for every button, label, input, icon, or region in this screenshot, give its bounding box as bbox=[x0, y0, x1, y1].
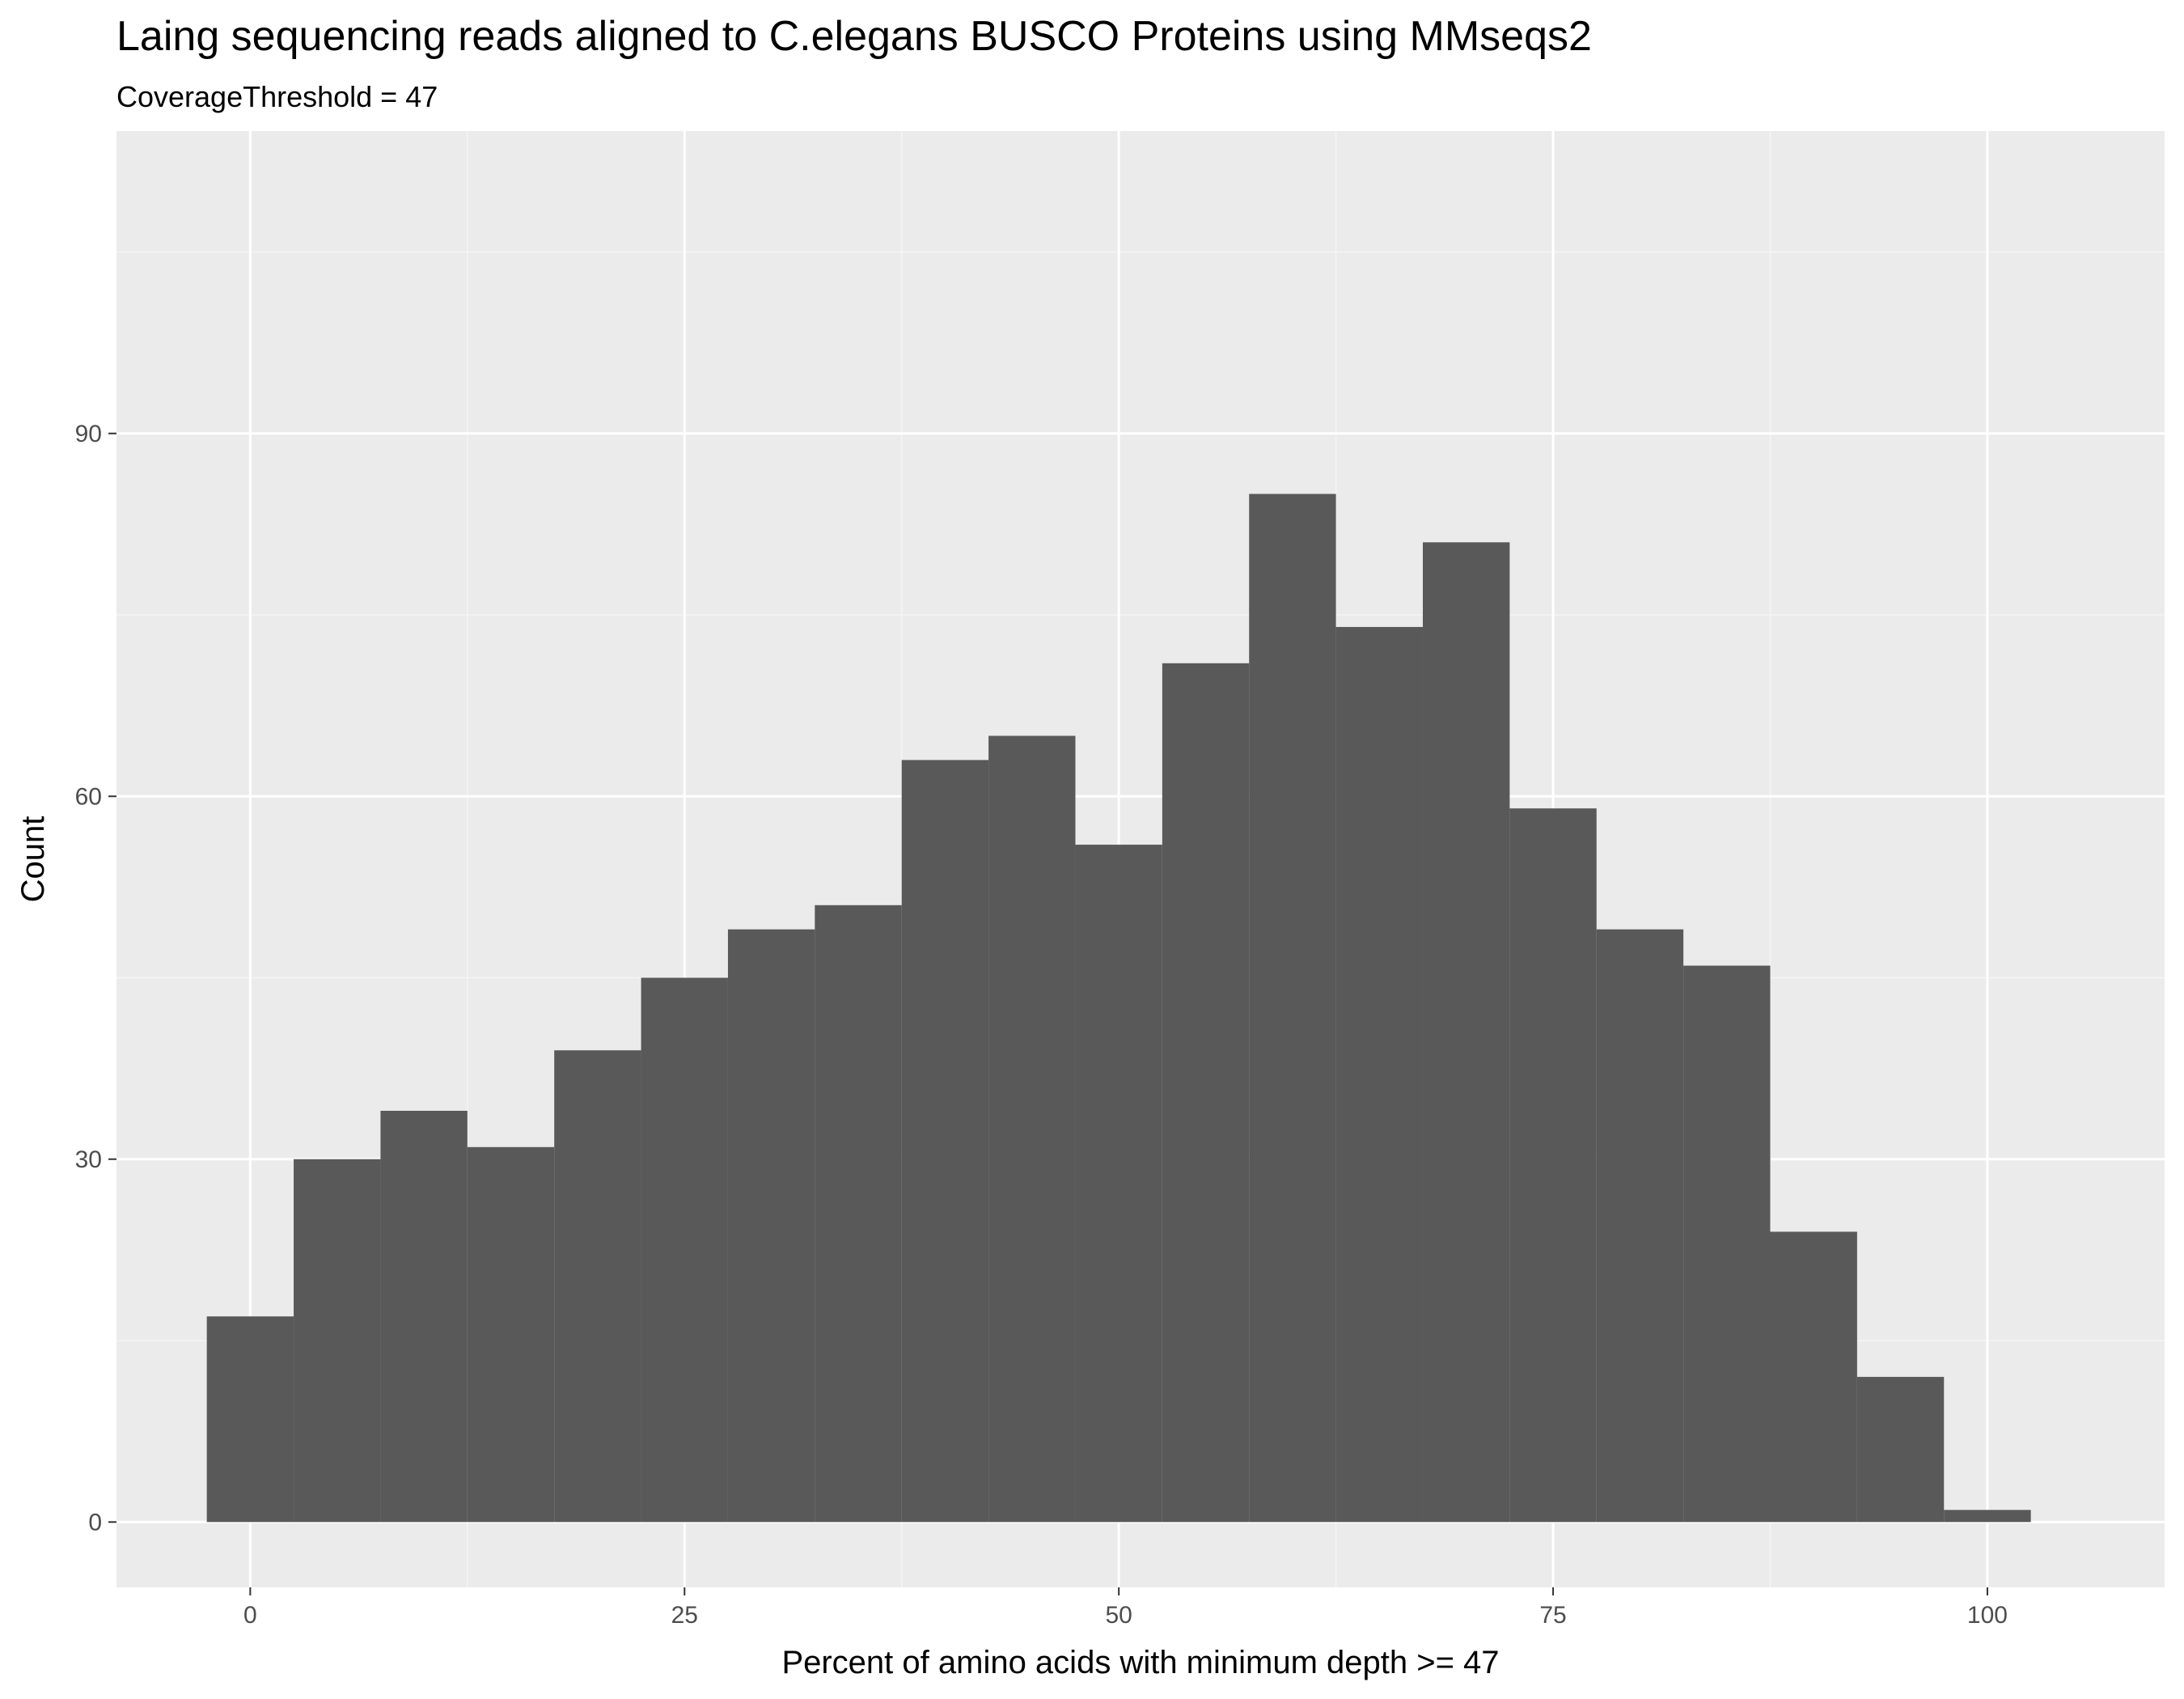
histogram-bar bbox=[815, 905, 902, 1523]
histogram-bar bbox=[467, 1146, 555, 1523]
histogram-bar bbox=[1856, 1376, 1945, 1523]
x-tick-label: 0 bbox=[243, 1602, 257, 1629]
histogram-bar bbox=[1683, 965, 1771, 1523]
histogram-bar bbox=[1509, 808, 1597, 1523]
x-tick-label: 75 bbox=[1539, 1602, 1566, 1629]
histogram-bars bbox=[206, 494, 2031, 1523]
histogram-bar bbox=[1249, 494, 1336, 1523]
histogram-bar bbox=[1335, 626, 1423, 1523]
histogram-bar bbox=[988, 735, 1076, 1523]
y-tick-label: 60 bbox=[75, 783, 102, 810]
chart-subtitle: CoverageThreshold = 47 bbox=[116, 80, 438, 113]
x-tick-label: 100 bbox=[1967, 1602, 2008, 1629]
histogram-bar bbox=[380, 1110, 468, 1523]
histogram-bar bbox=[641, 977, 728, 1523]
chart-title: Laing sequencing reads aligned to C.eleg… bbox=[116, 13, 1592, 60]
histogram-bar bbox=[1422, 542, 1510, 1523]
histogram-bar bbox=[294, 1159, 381, 1523]
histogram-bar bbox=[206, 1316, 294, 1523]
y-tick-label: 90 bbox=[75, 421, 102, 447]
y-tick-label: 0 bbox=[88, 1509, 102, 1536]
histogram-bar bbox=[1944, 1510, 2031, 1523]
y-axis-ticks: 0 30 60 90 bbox=[75, 421, 116, 1536]
histogram-bar bbox=[1075, 845, 1162, 1523]
histogram-bar bbox=[1162, 663, 1250, 1523]
y-tick-label: 30 bbox=[75, 1146, 102, 1173]
histogram-bar bbox=[1596, 929, 1684, 1523]
x-tick-label: 25 bbox=[671, 1602, 698, 1629]
x-axis-title: Percent of amino acids with minimum dept… bbox=[781, 1645, 1499, 1680]
histogram-bar bbox=[727, 929, 815, 1523]
histogram-bar bbox=[554, 1050, 641, 1523]
x-axis-ticks: 0 25 50 75 100 bbox=[243, 1587, 2008, 1629]
histogram-bar bbox=[1770, 1231, 1857, 1523]
y-axis-title: Count bbox=[15, 816, 51, 903]
x-tick-label: 50 bbox=[1105, 1602, 1132, 1629]
histogram-bar bbox=[901, 760, 989, 1523]
